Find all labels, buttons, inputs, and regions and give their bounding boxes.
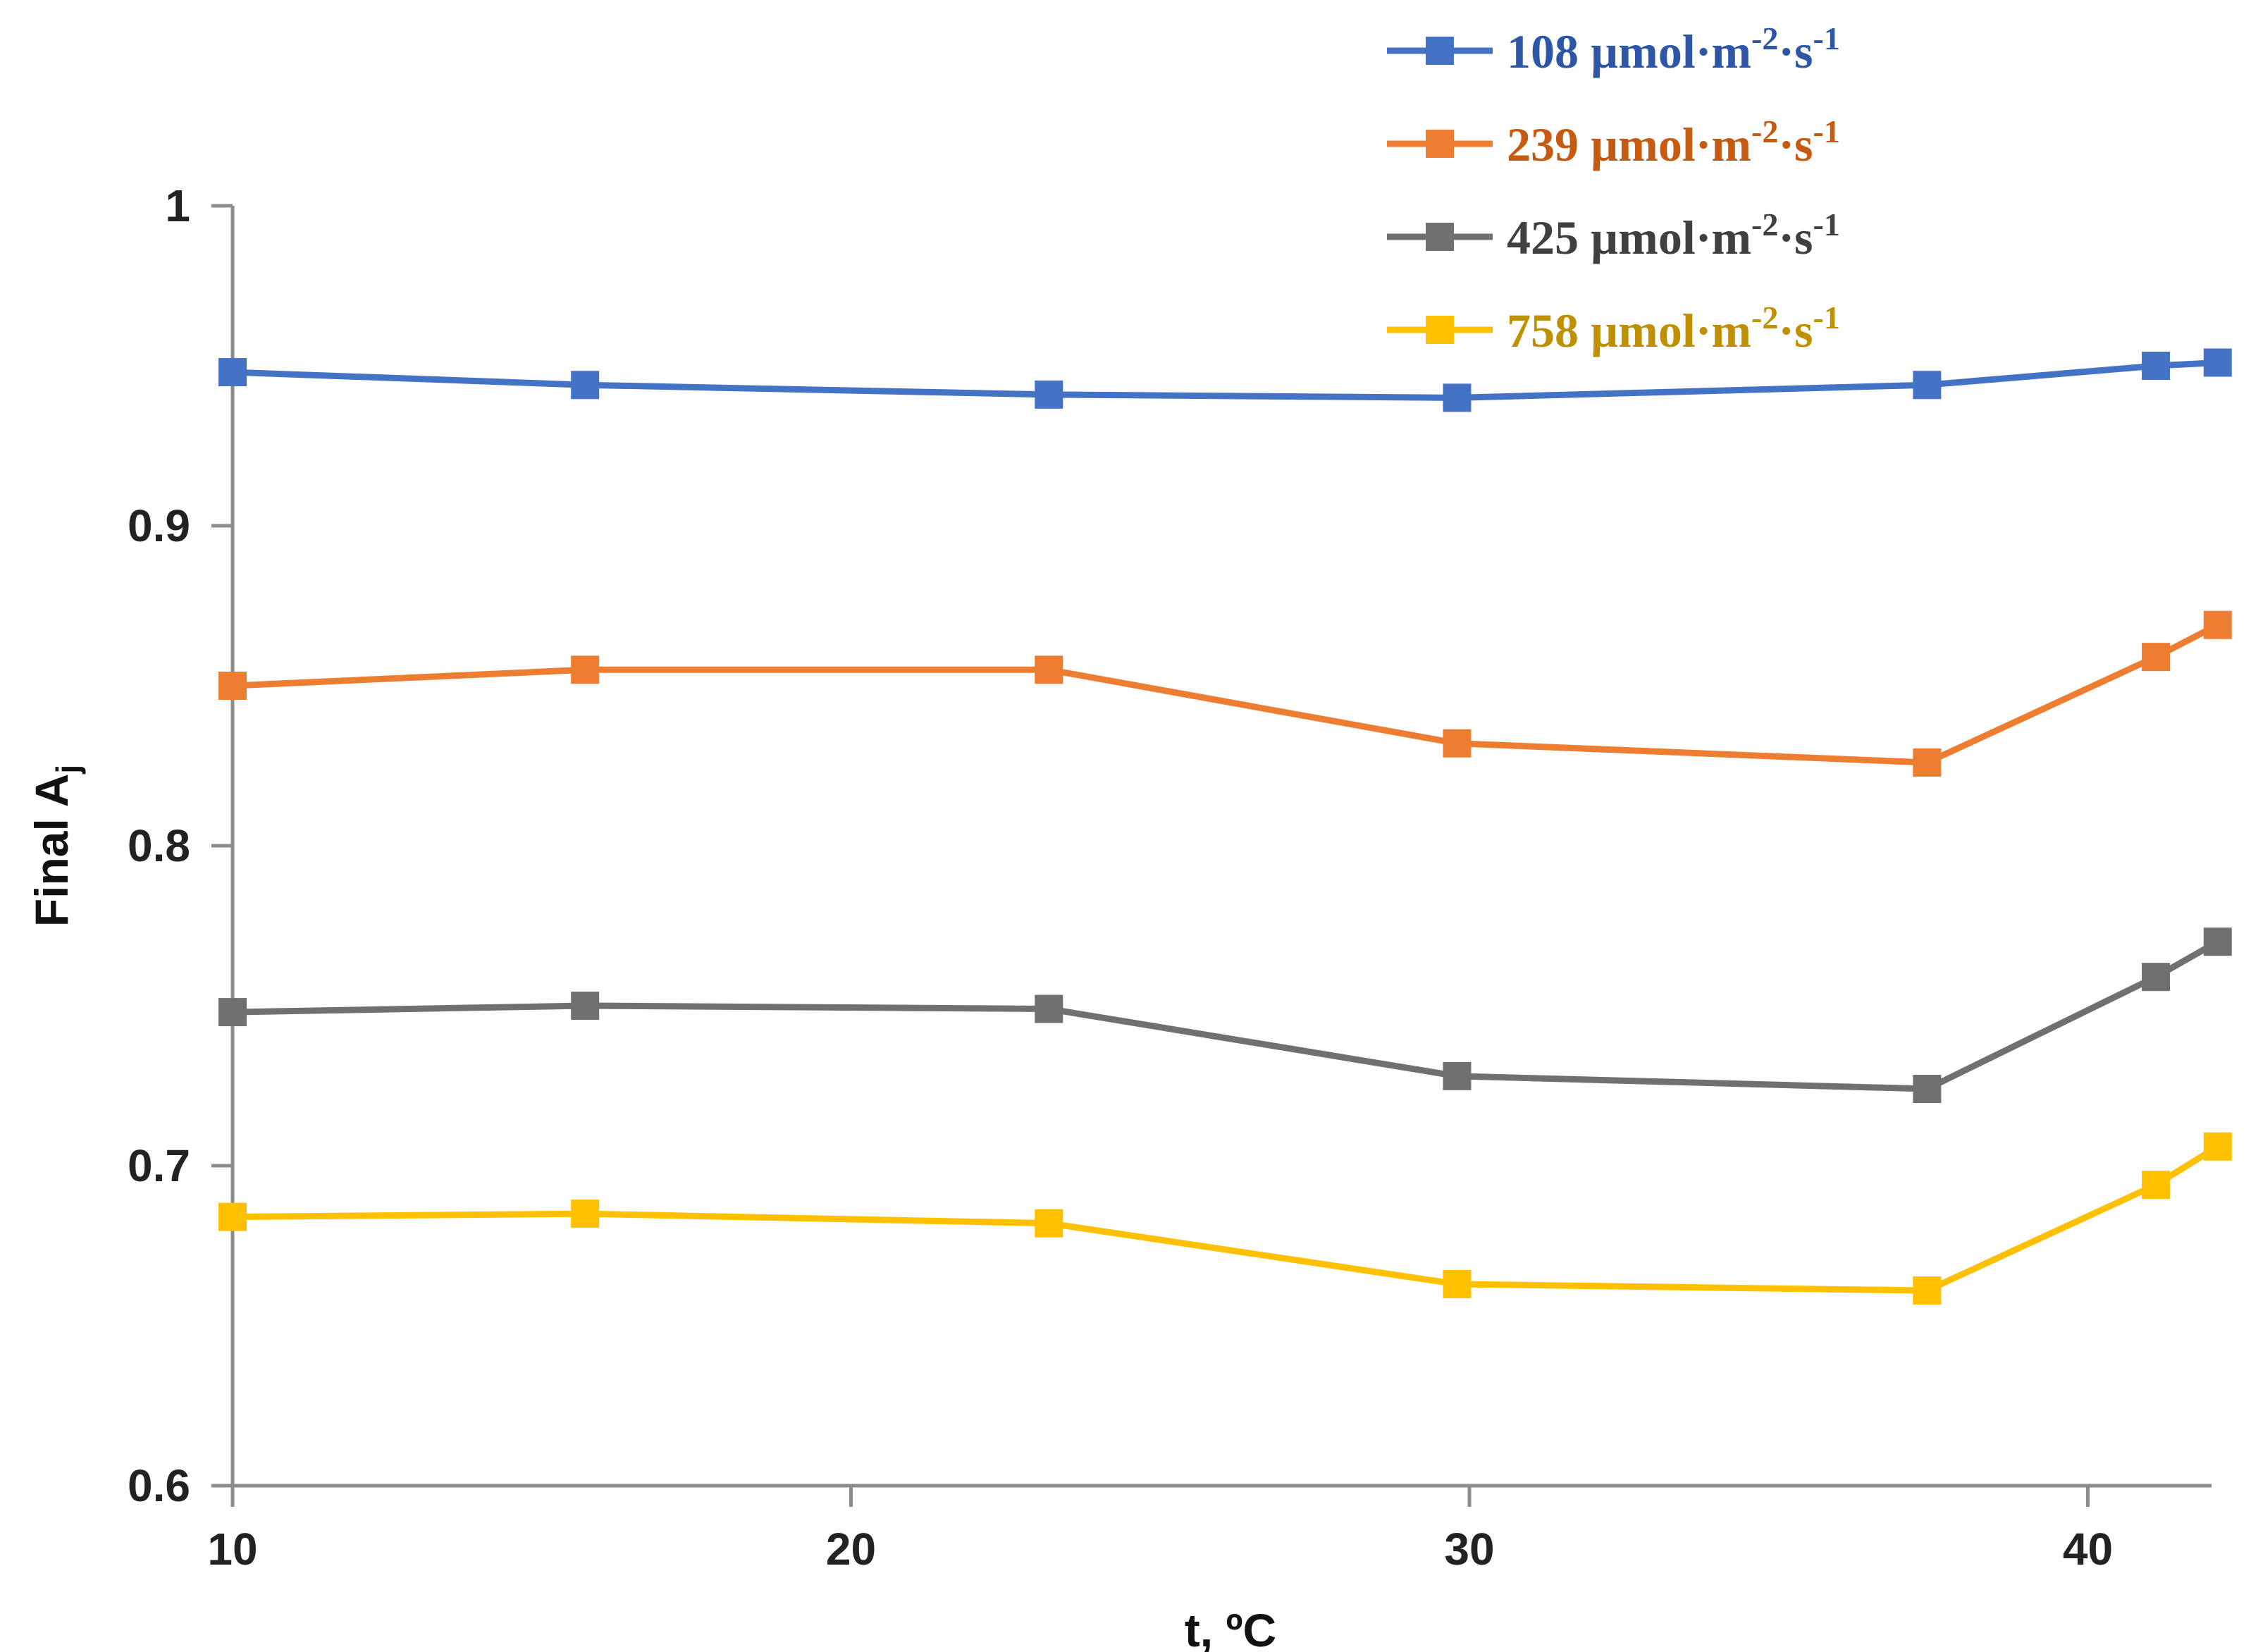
data-point [1913, 371, 1942, 400]
data-point [1443, 1269, 1472, 1298]
data-point [218, 998, 247, 1027]
x-tick-label: 30 [1444, 1524, 1494, 1574]
data-point [1913, 1276, 1942, 1305]
legend-label: 239 µmol·m-2·s-1 [1507, 113, 1840, 171]
legend-label: 758 µmol·m-2·s-1 [1507, 300, 1840, 357]
data-point [571, 1200, 600, 1228]
data-point [571, 992, 600, 1020]
data-point [1443, 383, 1472, 412]
data-point [2142, 643, 2171, 672]
legend-label: 425 µmol·m-2·s-1 [1507, 207, 1840, 264]
data-point [1035, 994, 1063, 1023]
y-axis-title: Final Aj [25, 765, 86, 927]
data-point [2203, 1132, 2232, 1161]
data-point [218, 1202, 247, 1231]
legend-label-part: -2 [1751, 207, 1778, 242]
y-tick-label: 0.9 [128, 500, 190, 551]
legend-label-part: -1 [1813, 20, 1840, 56]
legend-label-part: -2 [1751, 20, 1778, 56]
y-axis-title-subscript: j [49, 765, 86, 775]
legend-label-part: -1 [1813, 300, 1840, 335]
legend-entry: 239 µmol·m-2·s-1 [1387, 113, 1840, 171]
legend-entry: 108 µmol·m-2·s-1 [1387, 20, 1840, 78]
legend-entry: 758 µmol·m-2·s-1 [1387, 300, 1840, 357]
legend-label: 108 µmol·m-2·s-1 [1507, 20, 1840, 78]
legend-label-part: 108 µmol·m [1507, 25, 1751, 78]
data-point [2142, 352, 2171, 380]
legend-marker [1426, 223, 1454, 251]
data-point [1443, 729, 1472, 758]
data-point [218, 358, 247, 387]
data-point [2203, 927, 2232, 956]
data-point [218, 672, 247, 700]
y-axis-title-main: Final A [25, 774, 78, 927]
y-tick-label: 1 [165, 180, 190, 231]
axes: 0.6 0.7 0.8 0.9 1 10 20 30 40 [128, 180, 2212, 1574]
legend-label-part: 425 µmol·m [1507, 211, 1751, 264]
data-point [571, 655, 600, 684]
series-line [229, 1143, 2221, 1294]
data-point [1443, 1061, 1472, 1090]
legend-entry: 425 µmol·m-2·s-1 [1387, 207, 1840, 264]
y-tick-label: 0.7 [128, 1140, 190, 1191]
legend-label-part: 758 µmol·m [1507, 304, 1751, 357]
data-point [1035, 655, 1063, 684]
x-tick-label: 40 [2063, 1524, 2113, 1574]
legend-label-part: -2 [1751, 113, 1778, 149]
x-axis-title: t, ºC [1185, 1604, 1276, 1652]
legend-label-part: -2 [1751, 300, 1778, 335]
legend-label-part: ·s [1778, 211, 1813, 264]
series-2 [218, 610, 2232, 777]
series-layer [218, 348, 2232, 1305]
series-3 [218, 927, 2232, 1104]
data-point [571, 371, 600, 400]
series-4 [218, 1132, 2232, 1305]
y-tick-label: 0.6 [128, 1460, 190, 1511]
legend-marker [1426, 316, 1454, 344]
legend-label-part: ·s [1778, 25, 1813, 78]
data-point [1035, 1209, 1063, 1238]
legend-marker [1426, 130, 1454, 158]
data-point [2203, 610, 2232, 639]
data-point [1913, 748, 1942, 777]
series-line [229, 622, 2221, 766]
y-tick-label: 0.8 [128, 820, 190, 871]
legend-label-part: -1 [1813, 113, 1840, 149]
data-point [2142, 963, 2171, 992]
series-line [229, 938, 2221, 1092]
data-point [2203, 348, 2232, 377]
legend-marker [1426, 37, 1454, 65]
data-point [1913, 1075, 1942, 1104]
x-tick-label: 20 [826, 1524, 876, 1574]
legend-label-part: -1 [1813, 207, 1840, 242]
legend-label-part: 239 µmol·m [1507, 118, 1751, 171]
series-1 [218, 348, 2232, 412]
data-point [2142, 1171, 2171, 1200]
legend-label-part: ·s [1778, 118, 1813, 171]
legend-label-part: ·s [1778, 304, 1813, 357]
x-tick-label: 10 [207, 1524, 257, 1574]
data-point [1035, 380, 1063, 409]
